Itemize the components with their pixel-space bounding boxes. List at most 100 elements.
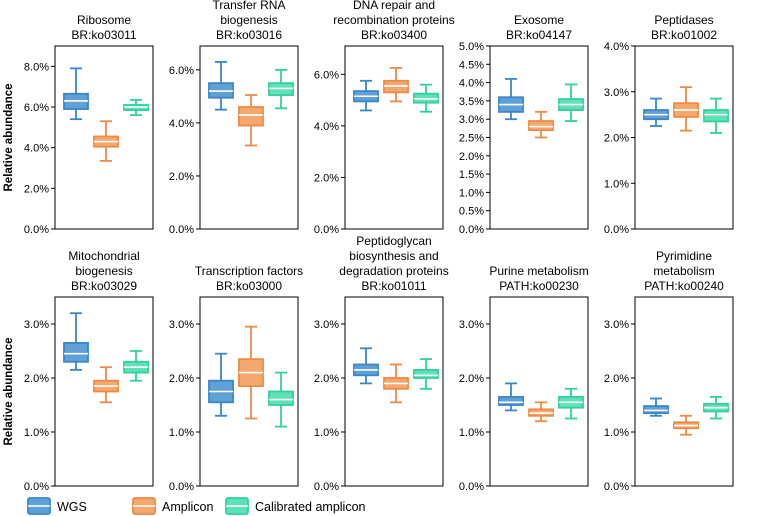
panel-title-line: PATH:ko00230 [499,279,579,293]
box-amplicon [383,363,409,404]
panel-title-line: Pyrimidine [656,249,712,263]
y-tick-label: 2.0% [169,171,194,183]
box-wgs [353,79,379,112]
panel-title-line: recombination proteins [333,13,454,27]
box-iqr [413,368,439,379]
y-tick-label: 4.0% [169,118,194,130]
y-axis-label: Relative abundance [3,337,15,445]
y-tick-label: 0.0% [314,224,339,236]
panel-frame [344,296,444,487]
panel-title-line: Transcription factors [195,264,303,278]
panel-title-line: degradation proteins [339,264,448,278]
box-wgs [208,352,234,417]
y-tick-label: 8.0% [24,61,49,73]
panel-title-line: BR:ko03011 [71,28,136,42]
box-calibrated-amplicon [123,350,149,382]
panel-title-line: Purine metabolism [489,264,588,278]
y-tick-label: 2.0% [459,373,484,385]
legend-item-calibrated-amplicon: Calibrated amplicon [225,497,366,515]
box-calibrated-amplicon [268,68,294,110]
y-tick-label: 2.0% [24,183,49,195]
y-tick-label: 3.0% [604,319,629,331]
y-tick-label: 3.0% [24,319,49,331]
y-tick-label: 1.0% [604,178,629,190]
y-tick-label: 2.0% [314,172,339,184]
y-tick-label: 3.5% [459,96,484,108]
box-amplicon [238,325,264,420]
y-tick-label: 0.0% [604,224,629,236]
panel-title-line: biosynthesis and [349,249,438,263]
y-tick-label: 0.0% [459,481,484,493]
box-wgs [643,97,669,127]
legend-label: WGS [57,500,87,514]
panel-title-line: BR:ko03029 [71,279,137,293]
panel-title-line: Mitochondrial [68,249,139,263]
y-tick-label: 5.0% [459,41,484,53]
legend-label: Calibrated amplicon [255,500,366,514]
y-tick-label: 4.5% [459,59,484,71]
box-calibrated-amplicon [123,98,149,117]
y-tick-label: 0.0% [604,481,629,493]
y-tick-label: 2.0% [314,373,339,385]
y-tick-label: 3.0% [169,319,194,331]
panel-title-line: Transfer RNA [213,0,286,12]
panel-title-line: BR:ko03016 [216,28,282,42]
box-amplicon [673,86,699,132]
y-axis-label: Relative abundance [3,83,15,191]
y-tick-label: 2.0% [604,373,629,385]
y-tick-label: 0.0% [169,481,194,493]
box-wgs [498,382,524,412]
legend-label: Amplicon [162,500,213,514]
y-tick-label: 0.0% [24,224,49,236]
panel-title-line: BR:ko01002 [651,28,717,42]
y-tick-label: 0.0% [169,224,194,236]
y-tick-label: 0.5% [459,206,484,218]
box-wgs [208,61,234,111]
y-tick-label: 3.0% [459,114,484,126]
y-tick-label: 6.0% [24,102,49,114]
box-iqr [63,341,89,363]
y-tick-label: 6.0% [169,65,194,77]
box-wgs [63,312,89,371]
box-amplicon [93,120,119,162]
box-amplicon [93,366,119,404]
panel-title-line: BR:ko03000 [216,279,282,293]
panel-title-line: PATH:ko00240 [644,279,724,293]
panel-frame [634,45,734,230]
box-iqr [268,390,294,406]
y-tick-label: 1.0% [24,427,49,439]
panel-frame [54,296,154,487]
y-tick-label: 2.0% [24,373,49,385]
box-iqr [498,395,524,406]
panel-frame [199,45,299,230]
box-calibrated-amplicon [558,387,584,420]
panel-title-line: Peptidases [654,13,713,27]
y-tick-label: 1.0% [459,187,484,199]
y-tick-label: 0.0% [24,481,49,493]
box-amplicon [238,94,264,147]
legend-item-wgs: WGS [27,497,87,515]
box-iqr [238,106,264,127]
panel-title-line: Peptidoglycan [356,234,431,248]
panel-title-line: BR:ko01011 [361,279,426,293]
box-wgs [63,67,89,121]
y-tick-label: 3.0% [459,319,484,331]
y-tick-label: 2.0% [169,373,194,385]
y-tick-label: 1.5% [459,169,484,181]
box-iqr [643,405,669,414]
panel-frame [489,296,589,487]
y-tick-label: 1.0% [314,427,339,439]
box-wgs [498,78,524,121]
y-tick-label: 2.0% [459,151,484,163]
panel-title-line: BR:ko03400 [361,28,427,42]
y-tick-label: 1.0% [604,427,629,439]
panel-frame [199,296,299,487]
